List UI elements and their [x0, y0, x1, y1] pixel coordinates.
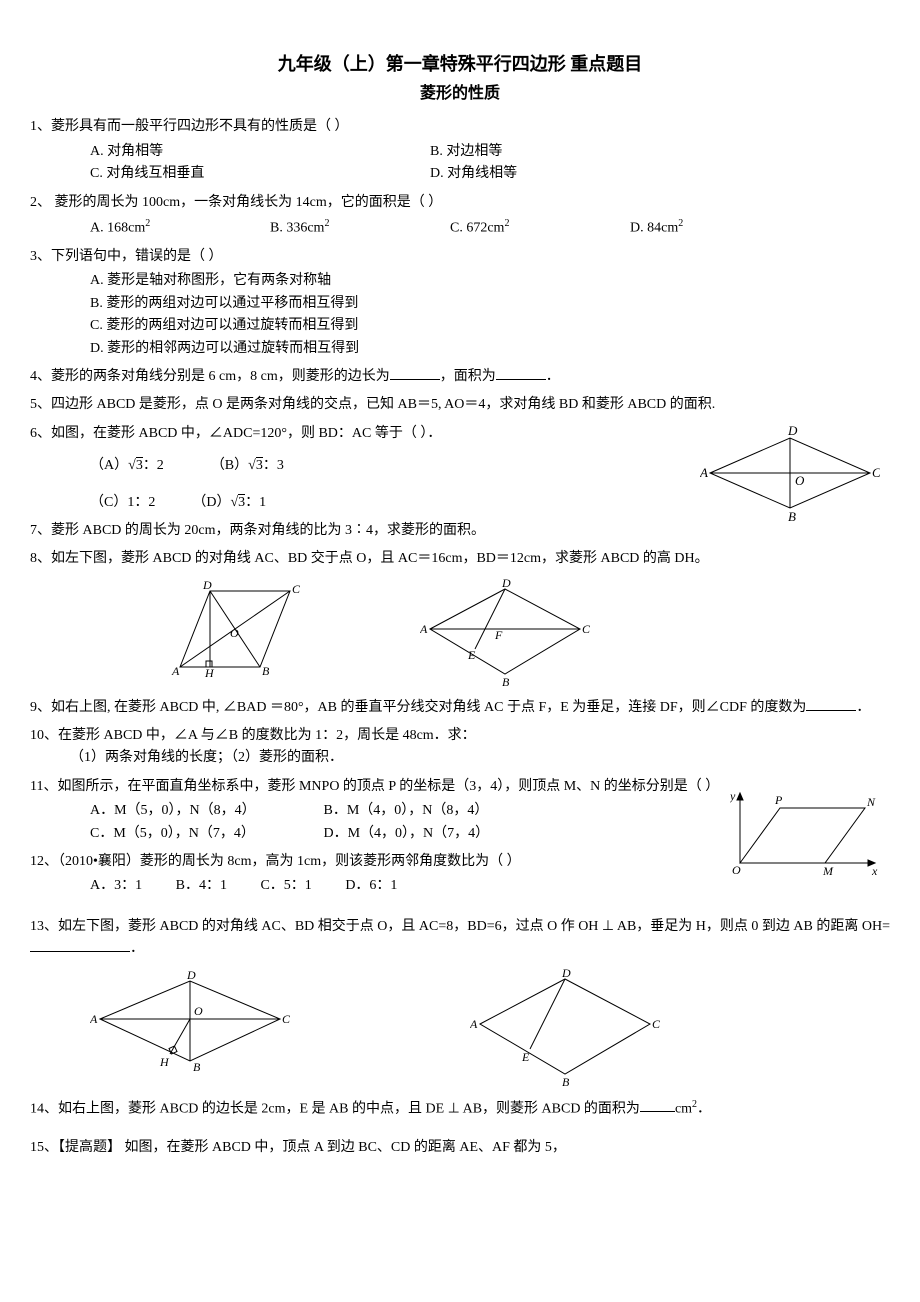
svg-text:D: D [202, 579, 212, 592]
svg-text:O: O [795, 473, 805, 488]
q1-opt-d: D. 对角线相等 [430, 163, 770, 185]
q2-opt-d: D. 84cm2 [630, 216, 810, 240]
svg-text:F: F [494, 628, 503, 642]
svg-text:O: O [194, 1004, 203, 1018]
svg-text:C: C [872, 465, 880, 480]
svg-text:E: E [467, 648, 476, 662]
question-7: 7、菱形 ABCD 的周长为 20cm，两条对角线的比为 3∶4，求菱形的面积。 [30, 520, 890, 542]
svg-text:D: D [501, 579, 511, 590]
q8-figure-right: A D C B E F [420, 579, 590, 689]
svg-text:B: B [262, 664, 270, 678]
question-11: 11、如图所示，在平面直角坐标系中，菱形 MNPO 的顶点 P 的坐标是（3，4… [30, 776, 890, 845]
page-subtitle: 菱形的性质 [30, 81, 890, 107]
q3-opt-c: C. 菱形的两组对边可以通过旋转而相互得到 [90, 315, 890, 337]
svg-text:B: B [502, 675, 510, 689]
question-15: 15、【提高题】 如图，在菱形 ABCD 中，顶点 A 到边 BC、CD 的距离… [30, 1137, 890, 1159]
svg-text:C: C [292, 582, 300, 596]
svg-text:C: C [282, 1012, 290, 1026]
question-1: 1、菱形具有而一般平行四边形不具有的性质是（ ） A. 对角相等 B. 对边相等… [30, 116, 890, 185]
svg-text:A: A [90, 1012, 98, 1026]
svg-text:A: A [700, 465, 708, 480]
svg-text:H: H [159, 1055, 170, 1069]
svg-text:N: N [866, 795, 876, 809]
svg-text:A: A [171, 664, 180, 678]
question-10: 10、在菱形 ABCD 中，∠A 与∠B 的度数比为 1：2，周长是 48cm．… [30, 725, 890, 770]
svg-text:D: D [787, 423, 798, 438]
q13-figure-right: A D C B E [470, 969, 660, 1089]
svg-text:D: D [561, 969, 571, 980]
q12-text: 12、（2010•襄阳）菱形的周长为 8cm，高为 1cm，则该菱形两邻角度数比… [30, 854, 521, 869]
svg-text:A: A [470, 1017, 478, 1031]
svg-text:B: B [193, 1060, 201, 1074]
question-5: 5、四边形 ABCD 是菱形，点 O 是两条对角线的交点，已知 AB＝5, AO… [30, 394, 890, 416]
svg-text:x: x [871, 864, 878, 878]
svg-text:O: O [230, 626, 239, 640]
q12-opt-a: A．3：1 [90, 875, 142, 897]
q11-opt-c: C．M（5，0），N（7，4） [90, 823, 320, 845]
q2-opt-a: A. 168cm2 [90, 216, 270, 240]
svg-text:A: A [420, 622, 428, 636]
question-6: 6、如图，在菱形 ABCD 中，∠ADC=120°，则 BD：AC 等于（ ）．… [30, 423, 890, 514]
svg-text:y: y [730, 789, 736, 803]
q6-text: 6、如图，在菱形 ABCD 中，∠ADC=120°，则 BD：AC 等于（ ）． [30, 426, 441, 441]
q12-opt-c: C．5：1 [260, 875, 311, 897]
question-9: 9、如右上图, 在菱形 ABCD 中, ∠BAD ＝80°，AB 的垂直平分线交… [30, 697, 890, 719]
question-3: 3、下列语句中，错误的是（ ） A. 菱形是轴对称图形，它有两条对称轴 B. 菱… [30, 246, 890, 360]
q2-opt-b: B. 336cm2 [270, 216, 450, 240]
q11-opt-a: A．M（5，0），N（8，4） [90, 800, 320, 822]
svg-text:H: H [204, 666, 215, 679]
q6-opt-d: （D）3：1 [192, 495, 266, 510]
q12-opt-d: D．6：1 [345, 875, 397, 897]
q6-opt-c: （C）1：2 [90, 495, 155, 510]
svg-text:C: C [652, 1017, 660, 1031]
q6-opt-b: （B）3：3 [211, 458, 284, 473]
q1-opt-c: C. 对角线互相垂直 [90, 163, 430, 185]
svg-text:D: D [186, 969, 196, 982]
svg-text:B: B [788, 509, 796, 523]
q6-opt-a: （A）3：2 [90, 458, 164, 473]
q1-text: 1、菱形具有而一般平行四边形不具有的性质是（ ） [30, 119, 349, 134]
q11-figure: O M P N x y [730, 788, 880, 878]
question-4: 4、菱形的两条对角线分别是 6 cm，8 cm，则菱形的边长为，面积为． [30, 366, 890, 388]
svg-text:B: B [562, 1075, 570, 1089]
q2-text: 2、 菱形的周长为 100cm，一条对角线长为 14cm，它的面积是（ ） [30, 195, 442, 210]
q3-text: 3、下列语句中，错误的是（ ） [30, 249, 223, 264]
svg-text:O: O [732, 863, 741, 877]
q13-figure-left: A D C B O H [90, 969, 290, 1079]
q3-opt-d: D. 菱形的相邻两边可以通过旋转而相互得到 [90, 338, 890, 360]
q3-opt-b: B. 菱形的两组对边可以通过平移而相互得到 [90, 293, 890, 315]
svg-text:P: P [774, 793, 783, 807]
q11-opt-b: B．M（4，0），N（8，4） [324, 803, 489, 818]
q11-opt-d: D．M（4，0），N（7，4） [324, 826, 490, 841]
q8-figure-left: A D C B O H [170, 579, 300, 679]
q11-text: 11、如图所示，在平面直角坐标系中，菱形 MNPO 的顶点 P 的坐标是（3，4… [30, 779, 719, 794]
q12-opt-b: B．4：1 [176, 875, 227, 897]
q3-opt-a: A. 菱形是轴对称图形，它有两条对称轴 [90, 270, 890, 292]
question-8: 8、如左下图，菱形 ABCD 的对角线 AC、BD 交于点 O，且 AC＝16c… [30, 548, 890, 570]
svg-text:M: M [822, 864, 834, 878]
question-2: 2、 菱形的周长为 100cm，一条对角线长为 14cm，它的面积是（ ） A.… [30, 192, 890, 240]
q1-opt-b: B. 对边相等 [430, 141, 770, 163]
question-14: 14、如右上图，菱形 ABCD 的边长是 2cm，E 是 AB 的中点，且 DE… [30, 1097, 890, 1121]
page-title: 九年级（上）第一章特殊平行四边形 重点题目 [30, 50, 890, 79]
q2-opt-c: C. 672cm2 [450, 216, 630, 240]
svg-text:E: E [521, 1050, 530, 1064]
q6-figure: A D C B O [700, 423, 880, 523]
svg-text:C: C [582, 622, 590, 636]
q1-opt-a: A. 对角相等 [90, 141, 430, 163]
question-13: 13、如左下图，菱形 ABCD 的对角线 AC、BD 相交于点 O，且 AC=8… [30, 916, 890, 961]
